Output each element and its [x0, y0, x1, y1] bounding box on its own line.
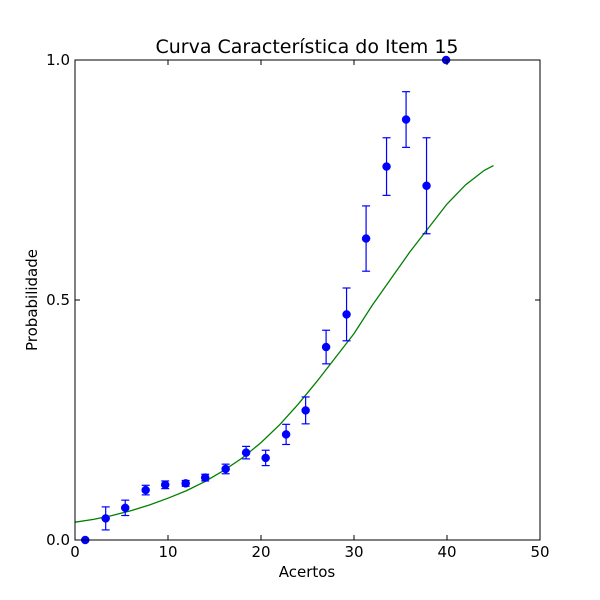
y-tick-label: 1.0 [46, 51, 70, 69]
data-point-13 [342, 310, 351, 319]
y-axis: 0.0 0.5 1.0 [46, 51, 540, 549]
data-point-16 [401, 115, 411, 124]
data-point-6 [200, 473, 210, 482]
data-point-12 [321, 342, 331, 352]
x-tick-label: 50 [530, 543, 549, 561]
y-tick-label: 0.0 [46, 531, 70, 549]
x-tick-label: 0 [70, 543, 80, 561]
data-point-10 [281, 430, 291, 439]
y-axis-label: Probabilidade [23, 249, 41, 351]
y-tick-label: 0.5 [46, 291, 70, 309]
data-point-5 [181, 479, 190, 488]
x-axis: 0 10 20 30 40 50 [70, 60, 550, 561]
data-point-14 [361, 234, 371, 243]
fitted-curve [74, 165, 494, 523]
data-point-17 [422, 181, 431, 191]
data-point-7 [221, 464, 230, 474]
data-point-15 [382, 162, 391, 171]
data-point-2 [120, 503, 130, 513]
x-axis-label: Acertos [279, 563, 336, 581]
x-tick-label: 30 [344, 543, 363, 561]
data-point-11 [301, 406, 310, 415]
data-point-3 [141, 485, 150, 495]
data-point-4 [160, 480, 170, 490]
x-tick-label: 40 [437, 543, 456, 561]
data-point-8 [241, 448, 251, 457]
chart-title: Curva Característica do Item 15 [155, 36, 458, 58]
plot-area [74, 55, 494, 545]
data-point-9 [261, 453, 270, 463]
x-tick-label: 20 [251, 543, 270, 561]
data-point-1 [101, 514, 110, 523]
x-tick-label: 10 [158, 543, 177, 561]
